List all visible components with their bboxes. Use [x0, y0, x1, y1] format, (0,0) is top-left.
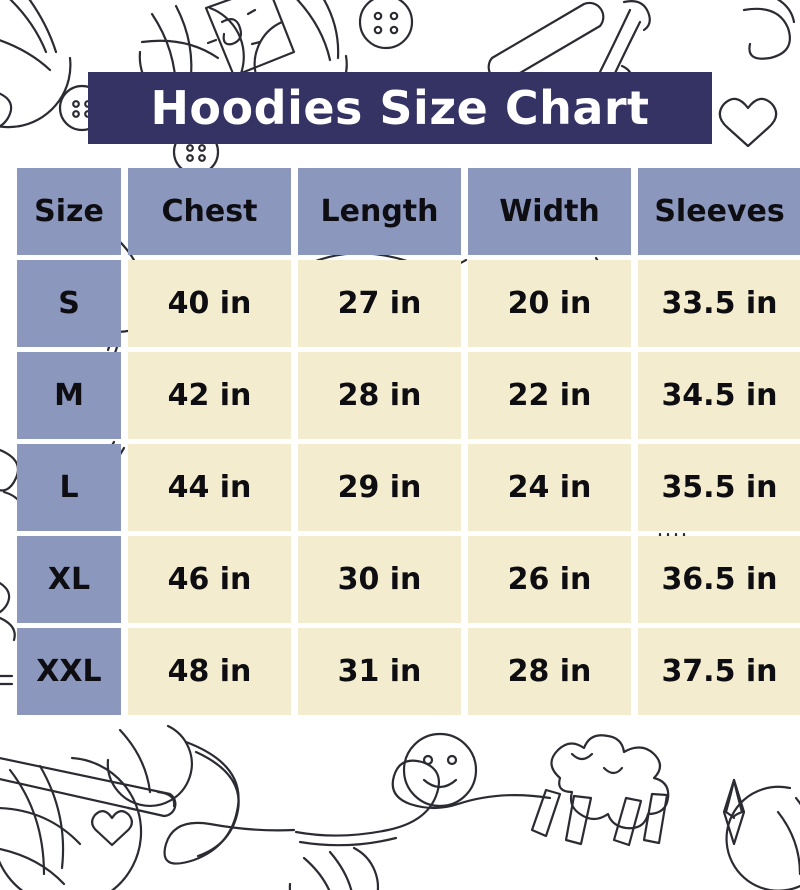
cell-size: L: [17, 444, 121, 531]
cell-length: 31 in: [298, 628, 461, 715]
cell-size: M: [17, 352, 121, 439]
cell-width: 28 in: [468, 628, 631, 715]
cell-chest: 46 in: [128, 536, 291, 623]
table-header-row: Size Chest Length Width Sleeves: [17, 168, 800, 255]
cell-width: 24 in: [468, 444, 631, 531]
cell-sleeves: 36.5 in: [638, 536, 800, 623]
table-row: L 44 in 29 in 24 in 35.5 in: [17, 444, 800, 531]
column-header-chest: Chest: [128, 168, 291, 255]
cell-size: XXL: [17, 628, 121, 715]
cell-length: 30 in: [298, 536, 461, 623]
column-header-width: Width: [468, 168, 631, 255]
cell-chest: 40 in: [128, 260, 291, 347]
size-chart-table: Size Chest Length Width Sleeves S 40 in …: [10, 163, 800, 720]
cell-sleeves: 33.5 in: [638, 260, 800, 347]
cell-width: 22 in: [468, 352, 631, 439]
cell-length: 29 in: [298, 444, 461, 531]
column-header-sleeves: Sleeves: [638, 168, 800, 255]
cell-length: 28 in: [298, 352, 461, 439]
cell-sleeves: 34.5 in: [638, 352, 800, 439]
cell-sleeves: 35.5 in: [638, 444, 800, 531]
cell-chest: 44 in: [128, 444, 291, 531]
table-header: Size Chest Length Width Sleeves: [17, 168, 800, 255]
cell-size: XL: [17, 536, 121, 623]
column-header-size: Size: [17, 168, 121, 255]
title-banner: Hoodies Size Chart: [88, 72, 712, 144]
cell-length: 27 in: [298, 260, 461, 347]
page-title: Hoodies Size Chart: [150, 81, 650, 135]
table-row: XXL 48 in 31 in 28 in 37.5 in: [17, 628, 800, 715]
table-row: XL 46 in 30 in 26 in 36.5 in: [17, 536, 800, 623]
table-row: M 42 in 28 in 22 in 34.5 in: [17, 352, 800, 439]
cell-width: 20 in: [468, 260, 631, 347]
cell-chest: 48 in: [128, 628, 291, 715]
table-body: S 40 in 27 in 20 in 33.5 in M 42 in 28 i…: [17, 260, 800, 715]
column-header-length: Length: [298, 168, 461, 255]
cell-sleeves: 37.5 in: [638, 628, 800, 715]
cell-size: S: [17, 260, 121, 347]
cell-chest: 42 in: [128, 352, 291, 439]
table-row: S 40 in 27 in 20 in 33.5 in: [17, 260, 800, 347]
cell-width: 26 in: [468, 536, 631, 623]
